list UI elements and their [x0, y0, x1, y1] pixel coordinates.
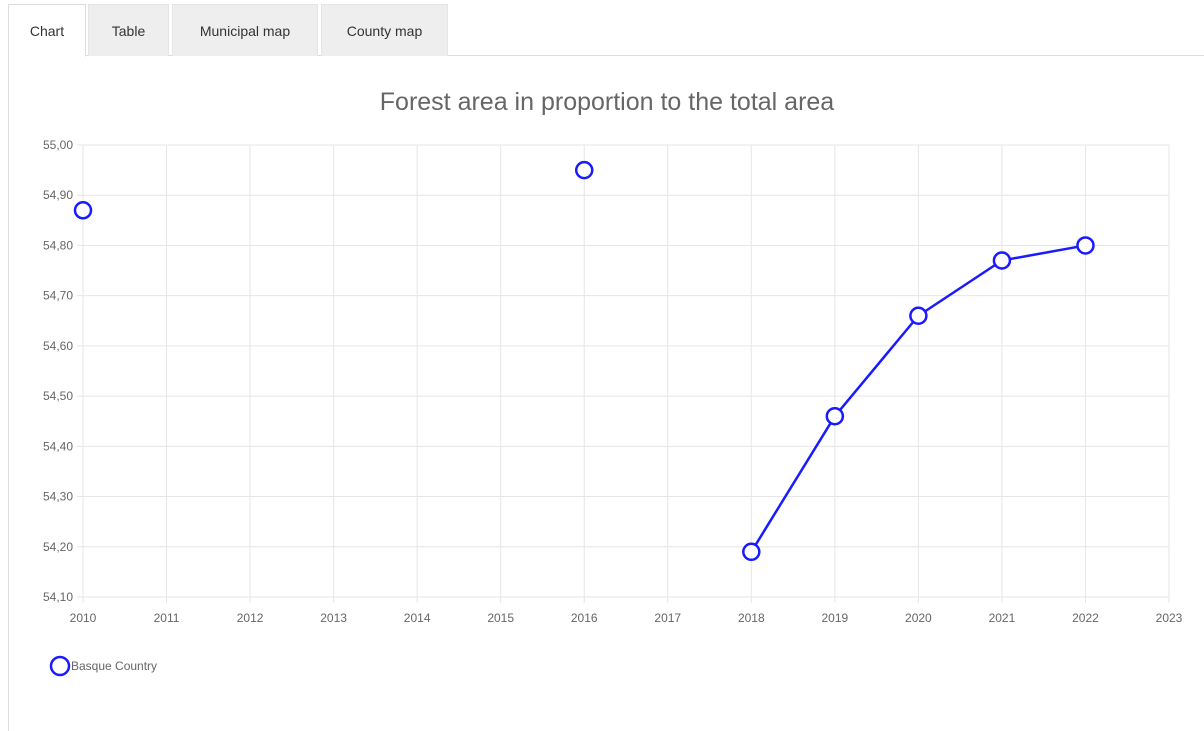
data-point[interactable] [909, 306, 928, 326]
x-tick-label: 2017 [654, 611, 681, 625]
legend-marker[interactable] [49, 655, 71, 677]
x-tick-label: 2011 [154, 611, 180, 625]
y-tick-label: 54,30 [43, 490, 73, 504]
y-tick-label: 54,90 [43, 188, 73, 202]
x-tick-label: 2021 [989, 611, 1016, 625]
x-tick-label: 2012 [237, 611, 264, 625]
data-point[interactable] [1076, 236, 1095, 255]
y-tick-label: 54,40 [43, 439, 73, 453]
tab-municipal-map[interactable]: Municipal map [172, 4, 318, 56]
x-tick-label: 2015 [487, 611, 514, 625]
chart-title: Forest area in proportion to the total a… [380, 88, 835, 116]
x-tick-label: 2020 [905, 611, 932, 625]
grid [77, 144, 1170, 603]
y-tick-label: 54,70 [43, 289, 73, 303]
chart-panel [8, 55, 1204, 731]
data-point[interactable] [574, 160, 594, 180]
y-axis: 55,00 54,90 54,80 54,70 54,60 54,50 54,40 54,30… [43, 138, 73, 604]
legend-label[interactable]: Basque Country [71, 659, 157, 673]
series-line-segment [833, 314, 920, 417]
x-tick-label: 2016 [571, 611, 598, 625]
series-basque-country [73, 160, 1095, 562]
y-tick-label: 54,60 [43, 339, 73, 353]
y-tick-label: 54,50 [43, 389, 73, 403]
tab-county-map[interactable]: County map [321, 4, 448, 56]
x-tick-label: 2014 [404, 611, 431, 625]
data-point[interactable] [73, 201, 93, 220]
x-tick-label: 2023 [1156, 611, 1183, 625]
x-axis: 2010 2011 2012 2013 2014 2015 2016 2017 2018 2019… [70, 611, 1183, 625]
data-point[interactable] [742, 542, 761, 562]
x-tick-label: 2019 [821, 611, 848, 625]
tab-chart[interactable]: Chart [8, 4, 86, 57]
x-tick-label: 2013 [320, 611, 347, 625]
series-line-segment [750, 415, 836, 553]
x-tick-label: 2018 [738, 611, 765, 625]
data-point[interactable] [992, 251, 1012, 270]
y-tick-label: 54,80 [43, 238, 73, 252]
tab-table[interactable]: Table [88, 4, 169, 56]
series-line-segment [917, 259, 1003, 317]
x-tick-label: 2010 [70, 611, 97, 625]
legend[interactable]: Basque Country [49, 655, 157, 677]
tab-bar: Chart Table Municipal map County map [8, 4, 1204, 57]
series-line-segment [1001, 244, 1086, 262]
data-point[interactable] [825, 406, 845, 426]
y-tick-label: 54,10 [43, 590, 73, 604]
y-tick-label: 54,20 [43, 540, 73, 554]
y-tick-label: 55,00 [43, 138, 73, 152]
x-tick-label: 2022 [1072, 611, 1099, 625]
